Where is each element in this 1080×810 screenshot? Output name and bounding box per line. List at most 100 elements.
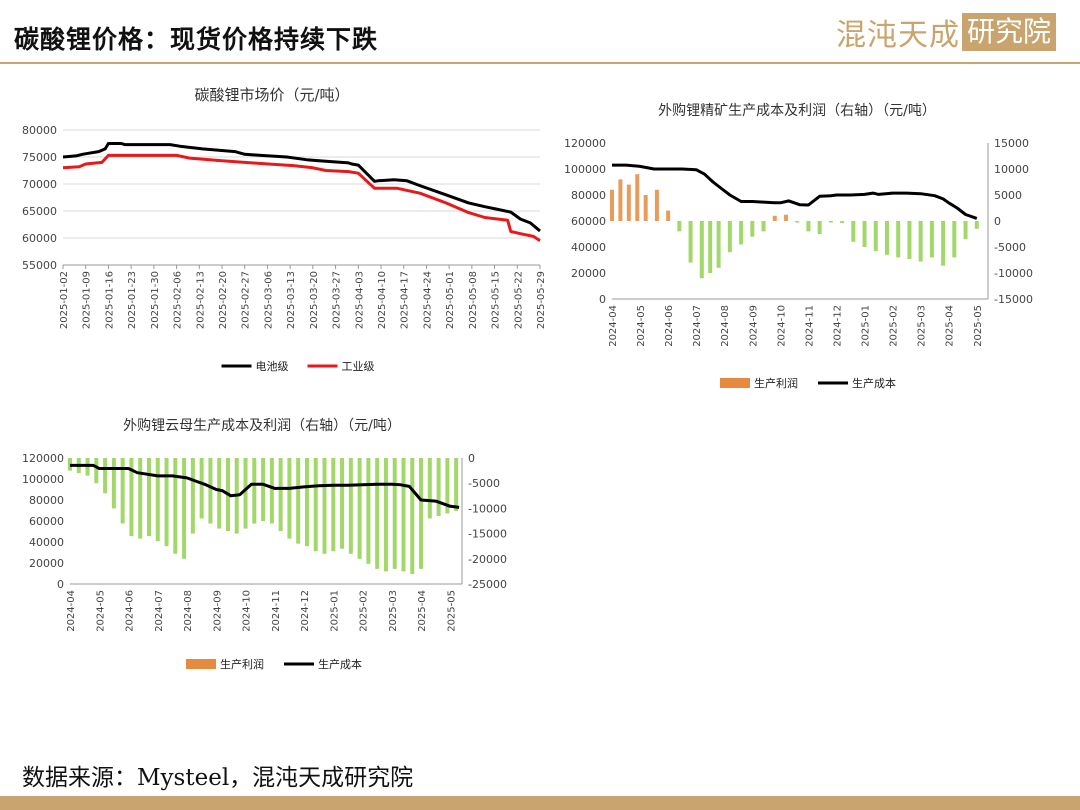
footer-bar (0, 796, 1080, 810)
x-tick-label: 2024-05 (95, 590, 106, 632)
legend-label-0: 生产利润 (754, 376, 798, 390)
chart-title: 外购锂精矿生产成本及利润（右轴）（元/吨） (658, 103, 936, 119)
profit-bar (862, 221, 867, 247)
y-tick-label: 55000 (22, 259, 57, 272)
profit-bar (626, 184, 631, 221)
x-tick-label: 2024-07 (154, 590, 165, 632)
profit-bar (783, 214, 788, 221)
profit-bar (357, 458, 362, 559)
profit-bar (918, 221, 923, 262)
y-tick-label: 100000 (22, 473, 64, 486)
x-tick-label: 2025-05-01 (445, 271, 456, 329)
x-tick-label: 2025-04-10 (377, 271, 388, 329)
profit-bar (313, 458, 318, 552)
profit-bar (129, 458, 134, 537)
y2-tick-label: -25000 (468, 578, 507, 591)
legend-label-0: 生产利润 (220, 657, 264, 671)
y-tick-label: 0 (599, 293, 606, 306)
profit-bar (873, 221, 878, 252)
x-tick-label: 2025-05-22 (513, 271, 524, 329)
profit-bar (287, 458, 292, 539)
profit-bar (708, 221, 713, 273)
profit-bar (208, 458, 213, 524)
profit-bar (974, 221, 979, 229)
legend-swatch-0 (186, 659, 216, 669)
profit-bar (164, 458, 169, 547)
x-tick-label: 2025-01-23 (127, 271, 138, 329)
profit-bar (322, 458, 327, 554)
x-tick-label: 2025-03-27 (332, 271, 343, 329)
x-tick-label: 2024-12 (300, 590, 311, 632)
profit-bar (795, 221, 800, 223)
x-tick-label: 2025-04 (945, 305, 956, 347)
profit-bar (618, 179, 623, 221)
y2-tick-label: -5000 (468, 477, 500, 490)
profit-bar (120, 458, 125, 524)
y2-tick-label: 5000 (994, 189, 1022, 202)
x-tick-label: 2025-02-13 (195, 271, 206, 329)
profit-bar (375, 458, 380, 569)
logo-text-box: 研究院 (961, 13, 1056, 51)
x-tick-label: 2025-04-17 (400, 271, 411, 329)
y2-tick-label: -15000 (468, 528, 507, 541)
series-line-battery-grade (62, 142, 541, 233)
x-tick-label: 2025-05-29 (536, 271, 547, 329)
profit-bar (243, 458, 248, 529)
x-tick-label: 2025-03-06 (263, 271, 274, 329)
x-tick-label: 2025-02-20 (218, 271, 229, 329)
data-source-note: 数据来源：Mysteel，混沌天成研究院 (22, 765, 414, 791)
profit-bar (851, 221, 856, 242)
chart-title: 碳酸锂市场价（元/吨） (194, 86, 349, 104)
chart-spodumene-cost-profit: 外购锂精矿生产成本及利润（右轴）（元/吨） 0 20000 40000 60000 800… (564, 103, 1033, 347)
legend-label-1: 工业级 (342, 360, 375, 373)
chart-lepidolite-cost-profit: 外购锂云母生产成本及利润（右轴）（元/吨） 0 20000 40000 60000 800… (22, 418, 507, 632)
y-tick-label: 120000 (22, 452, 64, 465)
x-tick-label: 2025-05-08 (468, 271, 479, 329)
profit-bar (146, 458, 151, 537)
y-tick-label: 60000 (22, 232, 57, 245)
y-tick-label: 80000 (22, 124, 57, 137)
profit-bar (410, 458, 415, 574)
profit-bar (716, 221, 721, 268)
chart-lepidolite-cost-profit-legend: 生产利润 生产成本 (186, 657, 362, 671)
x-tick-label: 2024-11 (271, 590, 282, 632)
profit-bar (199, 458, 204, 519)
x-tick-label: 2025-01 (329, 590, 340, 632)
y-tick-label: 40000 (29, 536, 64, 549)
y2-tick-label: -10000 (468, 502, 507, 515)
chart-lithium-carbonate-price: 碳酸锂市场价（元/吨） 55000 60000 65000 70000 75000 8000… (22, 86, 547, 329)
y-tick-label: 80000 (571, 189, 606, 202)
profit-bar (454, 458, 459, 511)
profit-bar (750, 221, 755, 237)
profit-bar (331, 458, 336, 552)
y2-tick-label: -15000 (994, 293, 1033, 306)
profit-bar (761, 221, 766, 232)
legend-label-0: 电池级 (256, 360, 289, 373)
profit-bar (610, 189, 614, 221)
profit-bar (348, 458, 353, 554)
x-tick-label: 2024-07 (692, 305, 703, 347)
profit-bar (840, 221, 845, 224)
profit-bar (427, 458, 432, 519)
x-tick-label: 2025-04-03 (354, 271, 365, 329)
x-tick-label: 2024-09 (212, 590, 223, 632)
series-line-industrial-grade (62, 153, 541, 242)
profit-bar (340, 458, 345, 549)
profit-bar (252, 458, 257, 524)
profit-bar (654, 189, 659, 221)
profit-bar (278, 458, 283, 532)
x-tick-label: 2025-03 (388, 590, 399, 632)
x-tick-label: 2025-02-06 (173, 271, 184, 329)
profit-bar (401, 458, 406, 572)
y-tick-label: 40000 (571, 241, 606, 254)
profit-bar (677, 221, 682, 232)
profit-bar (643, 195, 648, 221)
legend-label-1: 生产成本 (318, 657, 362, 671)
profit-bar (94, 458, 99, 484)
x-tick-label: 2025-04-24 (422, 271, 433, 329)
y-tick-label: 100000 (564, 163, 606, 176)
profit-bar (884, 221, 889, 255)
x-tick-label: 2025-01 (861, 305, 872, 347)
x-tick-label: 2025-02 (889, 305, 900, 347)
legend-swatch-0 (720, 378, 750, 388)
